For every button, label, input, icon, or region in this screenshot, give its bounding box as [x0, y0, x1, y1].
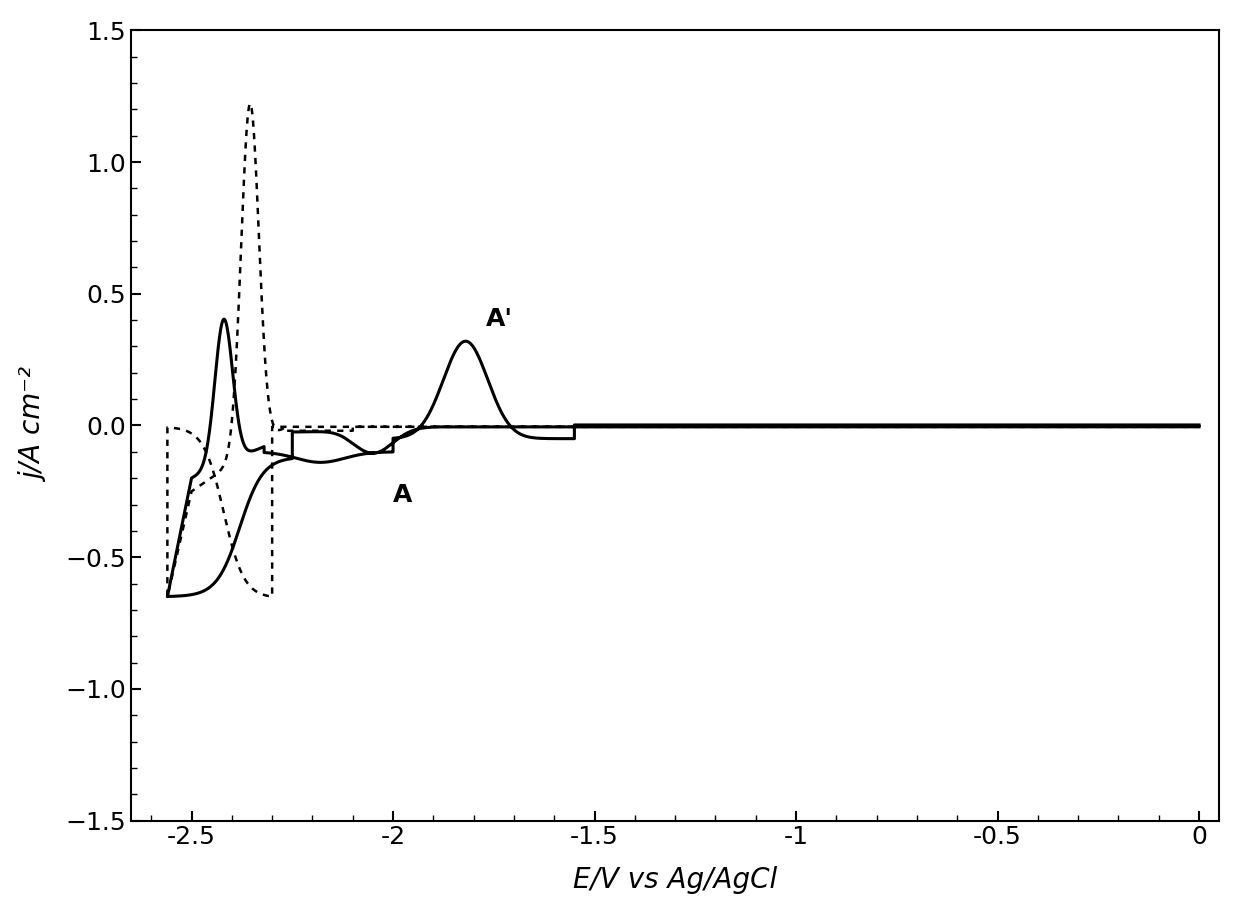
Y-axis label: j/A cm⁻²: j/A cm⁻²: [21, 369, 48, 482]
Text: A': A': [486, 307, 512, 330]
X-axis label: E/V vs Ag/AgCl: E/V vs Ag/AgCl: [573, 867, 777, 894]
Text: A: A: [393, 483, 413, 508]
